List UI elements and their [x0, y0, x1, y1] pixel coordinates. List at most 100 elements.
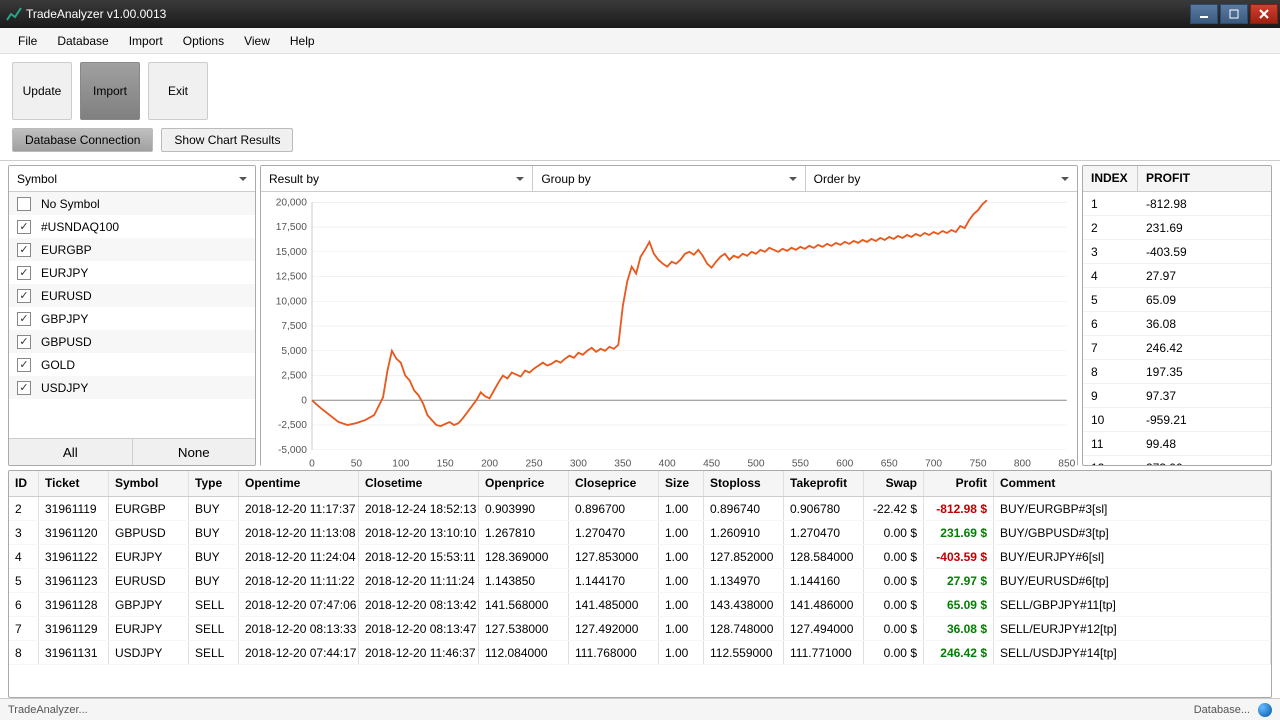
update-button[interactable]: Update	[12, 62, 72, 120]
group-by-combo[interactable]: Group by	[533, 166, 805, 192]
menu-database[interactable]: Database	[47, 30, 118, 52]
index-row[interactable]: 12273.90	[1083, 456, 1271, 465]
chart-panel: Result by Group by Order by -5,000-2,500…	[260, 165, 1078, 466]
table-row[interactable]: 731961129EURJPYSELL2018-12-20 08:13:3320…	[9, 617, 1271, 641]
table-row[interactable]: 531961123EURUSDBUY2018-12-20 11:11:22201…	[9, 569, 1271, 593]
table-row[interactable]: 431961122EURJPYBUY2018-12-20 11:24:04201…	[9, 545, 1271, 569]
grid-cell: 127.492000	[569, 617, 659, 640]
menu-help[interactable]: Help	[280, 30, 325, 52]
symbol-row[interactable]: USDJPY	[9, 376, 255, 399]
index-row[interactable]: 565.09	[1083, 288, 1271, 312]
grid-col-header[interactable]: Openprice	[479, 471, 569, 496]
grid-cell: 112.559000	[704, 641, 784, 664]
index-row[interactable]: 427.97	[1083, 264, 1271, 288]
grid-cell: 0.00 $	[864, 617, 924, 640]
table-row[interactable]: 231961119EURGBPBUY2018-12-20 11:17:37201…	[9, 497, 1271, 521]
symbol-label: #USNDAQ100	[41, 220, 119, 234]
grid-cell: 0.903990	[479, 497, 569, 520]
profit-cell: 99.48	[1138, 437, 1271, 451]
result-by-combo[interactable]: Result by	[261, 166, 533, 192]
minimize-button[interactable]	[1190, 4, 1218, 24]
symbol-checkbox[interactable]	[17, 243, 31, 257]
order-by-combo[interactable]: Order by	[806, 166, 1077, 192]
index-row[interactable]: 3-403.59	[1083, 240, 1271, 264]
index-row[interactable]: 10-959.21	[1083, 408, 1271, 432]
symbol-checkbox[interactable]	[17, 358, 31, 372]
grid-cell: 0.00 $	[864, 593, 924, 616]
index-row[interactable]: 636.08	[1083, 312, 1271, 336]
symbol-row[interactable]: GOLD	[9, 353, 255, 376]
symbol-row[interactable]: EURGBP	[9, 238, 255, 261]
svg-text:2,500: 2,500	[281, 371, 307, 382]
table-row[interactable]: 831961131USDJPYSELL2018-12-20 07:44:1720…	[9, 641, 1271, 665]
symbol-row[interactable]: GBPUSD	[9, 330, 255, 353]
index-row[interactable]: 1-812.98	[1083, 192, 1271, 216]
show-chart-button[interactable]: Show Chart Results	[161, 128, 293, 152]
svg-text:5,000: 5,000	[281, 346, 307, 357]
symbol-row[interactable]: #USNDAQ100	[9, 215, 255, 238]
grid-col-header[interactable]: Comment	[994, 471, 1271, 496]
grid-cell: 127.538000	[479, 617, 569, 640]
table-row[interactable]: 631961128GBPJPYSELL2018-12-20 07:47:0620…	[9, 593, 1271, 617]
maximize-button[interactable]	[1220, 4, 1248, 24]
symbol-checkbox[interactable]	[17, 312, 31, 326]
index-cell: 7	[1083, 341, 1138, 355]
index-row[interactable]: 2231.69	[1083, 216, 1271, 240]
symbol-row[interactable]: EURUSD	[9, 284, 255, 307]
symbol-checkbox[interactable]	[17, 220, 31, 234]
svg-text:550: 550	[792, 458, 809, 469]
grid-cell: 1.00	[659, 641, 704, 664]
db-connection-button[interactable]: Database Connection	[12, 128, 153, 152]
grid-col-header[interactable]: Stoploss	[704, 471, 784, 496]
grid-col-header[interactable]: Ticket	[39, 471, 109, 496]
grid-col-header[interactable]: Opentime	[239, 471, 359, 496]
menu-file[interactable]: File	[8, 30, 47, 52]
grid-cell: 127.853000	[569, 545, 659, 568]
grid-cell: 0.00 $	[864, 521, 924, 544]
index-row[interactable]: 8197.35	[1083, 360, 1271, 384]
symbol-checkbox[interactable]	[17, 381, 31, 395]
symbol-checkbox[interactable]	[17, 289, 31, 303]
exit-button[interactable]: Exit	[148, 62, 208, 120]
grid-col-header[interactable]: Symbol	[109, 471, 189, 496]
symbol-row[interactable]: No Symbol	[9, 192, 255, 215]
close-button[interactable]	[1250, 4, 1278, 24]
import-button[interactable]: Import	[80, 62, 140, 120]
menu-options[interactable]: Options	[173, 30, 234, 52]
symbol-checkbox[interactable]	[17, 266, 31, 280]
symbol-panel: Symbol No Symbol #USNDAQ100 EURGBPEURJPYEU…	[8, 165, 256, 466]
menu-view[interactable]: View	[234, 30, 280, 52]
grid-col-header[interactable]: Closetime	[359, 471, 479, 496]
grid-col-header[interactable]: Type	[189, 471, 239, 496]
profit-cell: 231.69	[1138, 221, 1271, 235]
index-row[interactable]: 997.37	[1083, 384, 1271, 408]
grid-cell: 0.00 $	[864, 569, 924, 592]
grid-col-header[interactable]: Takeprofit	[784, 471, 864, 496]
grid-col-header[interactable]: Swap	[864, 471, 924, 496]
grid-col-header[interactable]: Profit	[924, 471, 994, 496]
grid-cell: 1.144160	[784, 569, 864, 592]
symbol-checkbox[interactable]	[17, 197, 31, 211]
symbol-checkbox[interactable]	[17, 335, 31, 349]
equity-chart: -5,000-2,50002,5005,0007,50010,00012,500…	[261, 192, 1077, 470]
index-row[interactable]: 7246.42	[1083, 336, 1271, 360]
index-row[interactable]: 1199.48	[1083, 432, 1271, 456]
toolbar: Update Import Exit	[0, 54, 1280, 128]
main-area: Symbol No Symbol #USNDAQ100 EURGBPEURJPYEU…	[0, 160, 1280, 720]
symbol-row[interactable]: EURJPY	[9, 261, 255, 284]
grid-cell: 127.494000	[784, 617, 864, 640]
symbol-row[interactable]: GBPJPY	[9, 307, 255, 330]
all-button[interactable]: All	[9, 439, 133, 465]
grid-cell: 127.852000	[704, 545, 784, 568]
menu-import[interactable]: Import	[119, 30, 173, 52]
svg-text:0: 0	[309, 458, 315, 469]
symbol-combo[interactable]: Symbol	[9, 166, 255, 192]
grid-col-header[interactable]: Size	[659, 471, 704, 496]
table-row[interactable]: 331961120GBPUSDBUY2018-12-20 11:13:08201…	[9, 521, 1271, 545]
profit-cell: 246.42	[1138, 341, 1271, 355]
none-button[interactable]: None	[133, 439, 256, 465]
svg-text:0: 0	[301, 395, 307, 406]
grid-col-header[interactable]: ID	[9, 471, 39, 496]
svg-text:350: 350	[614, 458, 631, 469]
grid-col-header[interactable]: Closeprice	[569, 471, 659, 496]
